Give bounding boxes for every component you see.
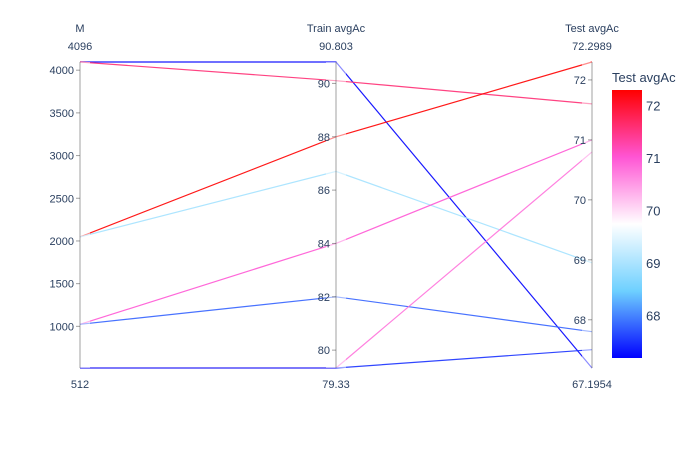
axis-tick-label-0-2: 2000 <box>50 236 74 248</box>
axis-min-train-avgac: 79.33 <box>322 379 350 391</box>
colorbar-title: Test avgAc <box>612 70 676 85</box>
colorbar-tick-label-2: 70 <box>646 204 660 219</box>
axis-title-m[interactable]: M <box>75 23 84 35</box>
colorbar-tick-label-0: 68 <box>646 309 660 324</box>
axis-max-m: 4096 <box>68 41 92 53</box>
colorbar <box>612 90 642 358</box>
axis-min-m: 512 <box>71 379 89 391</box>
axes[interactable]: 1000 1500 2000 2500 3000 3500 4000 80 82 84 86 88 90… <box>50 62 602 368</box>
colorbar-tick-label-3: 71 <box>646 151 660 166</box>
axis-max-test-avgac: 72.2989 <box>572 41 612 53</box>
axis-tick-label-2-3: 71 <box>574 135 586 147</box>
axis-tick-label-1-0: 80 <box>318 345 330 357</box>
axis-tick-label-0-6: 4000 <box>50 65 74 77</box>
axis-tick-label-2-2: 70 <box>574 195 586 207</box>
axis-tick-label-2-1: 69 <box>574 255 586 267</box>
axis-tick-label-0-5: 3500 <box>50 108 74 120</box>
axis-tick-label-1-2: 84 <box>318 238 330 250</box>
axis-tick-label-2-0: 68 <box>574 315 586 327</box>
axis-tick-label-1-5: 90 <box>318 78 330 90</box>
colorbar-tick-label-4: 72 <box>646 99 660 114</box>
axis-tick-label-0-1: 1500 <box>50 279 74 291</box>
axis-min-test-avgac: 67.1954 <box>572 379 612 391</box>
axis-tick-label-2-4: 72 <box>574 75 586 87</box>
axis-title-train-avgac[interactable]: Train avgAc <box>307 23 366 35</box>
axis-tick-label-0-3: 2500 <box>50 193 74 205</box>
axis-tick-label-1-3: 86 <box>318 185 330 197</box>
colorbar-ticks: 68 69 70 71 72 <box>646 99 660 324</box>
axis-tick-label-1-1: 82 <box>318 292 330 304</box>
axis-tick-label-1-4: 88 <box>318 132 330 144</box>
axis-tick-label-0-0: 1000 <box>50 321 74 333</box>
axis-max-train-avgac: 90.803 <box>319 41 353 53</box>
colorbar-tick-label-1: 69 <box>646 256 660 271</box>
axis-title-test-avgac[interactable]: Test avgAc <box>565 23 619 35</box>
axis-tick-label-0-4: 3000 <box>50 151 74 163</box>
